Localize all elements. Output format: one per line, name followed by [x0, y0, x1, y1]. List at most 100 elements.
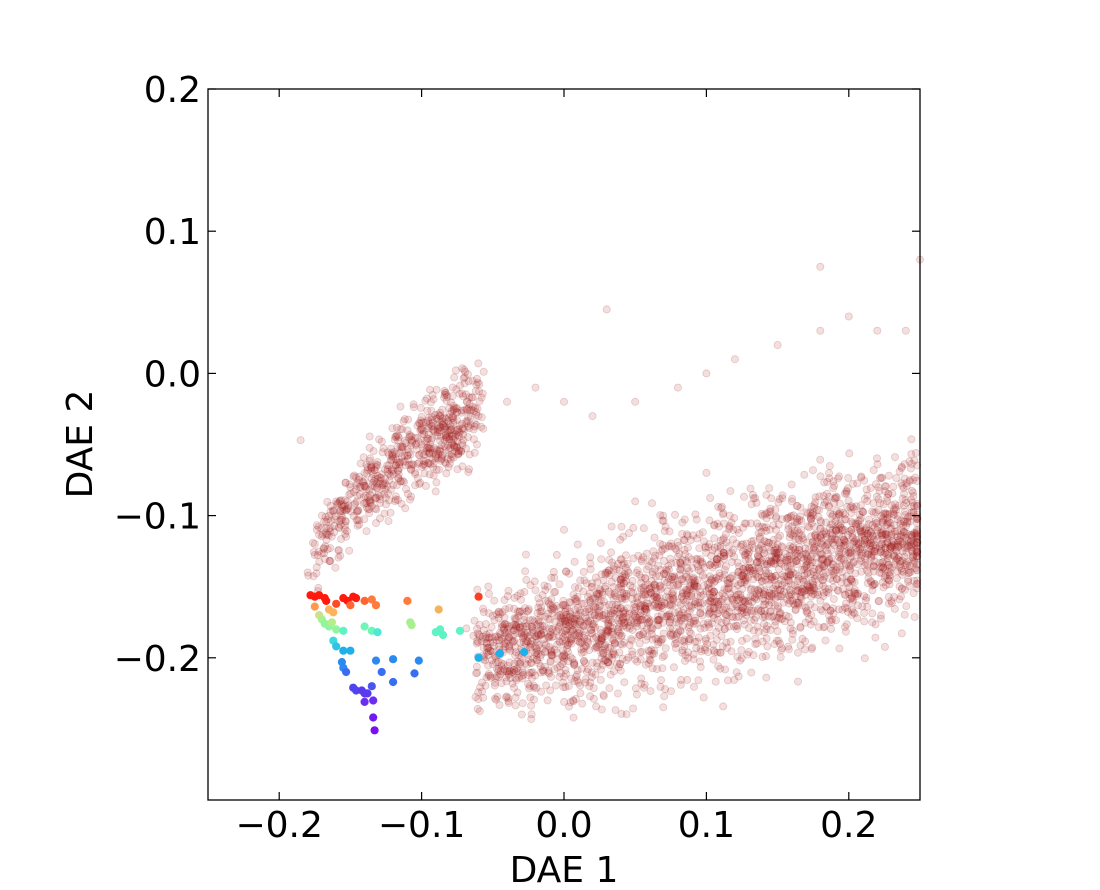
background-point	[578, 699, 587, 708]
background-point	[907, 435, 916, 444]
background-point	[709, 588, 718, 597]
background-point	[601, 568, 610, 577]
background-point	[747, 500, 756, 509]
background-point	[532, 621, 541, 630]
background-point	[707, 551, 716, 560]
background-point	[597, 705, 606, 714]
background-point	[717, 618, 726, 627]
background-point	[679, 614, 688, 623]
background-point	[362, 460, 371, 469]
background-point	[486, 673, 495, 682]
background-point	[845, 588, 854, 597]
background-point	[909, 589, 918, 598]
background-point	[312, 569, 321, 578]
background-point	[770, 547, 779, 556]
background-point	[617, 585, 626, 594]
background-point	[586, 559, 595, 568]
background-point	[673, 581, 682, 590]
background-point	[754, 544, 763, 553]
background-point	[761, 597, 770, 606]
background-point	[805, 556, 814, 565]
background-point	[887, 501, 896, 510]
background-point	[317, 511, 326, 520]
background-point	[321, 528, 330, 537]
background-point	[322, 536, 331, 545]
background-point	[652, 572, 661, 581]
background-point	[565, 569, 574, 578]
background-point	[896, 519, 905, 528]
background-point	[758, 576, 767, 585]
background-point	[491, 633, 500, 642]
background-point	[602, 305, 611, 314]
background-point	[676, 627, 685, 636]
background-point	[775, 610, 784, 619]
background-point	[802, 549, 811, 558]
background-point	[425, 444, 434, 453]
y-tick-label: 0.2	[144, 70, 201, 111]
background-point	[738, 540, 747, 549]
background-point	[909, 539, 918, 548]
background-point	[636, 648, 645, 657]
background-point	[658, 516, 667, 525]
background-point	[747, 609, 756, 618]
background-point	[389, 454, 398, 463]
background-point	[555, 580, 564, 589]
background-point	[459, 406, 468, 415]
background-point	[620, 678, 629, 687]
background-point	[365, 432, 374, 441]
background-point	[437, 440, 446, 449]
background-point	[513, 591, 522, 600]
background-point	[913, 538, 922, 547]
background-point	[870, 557, 879, 566]
background-point	[448, 383, 457, 392]
background-point	[666, 600, 675, 609]
background-point	[687, 590, 696, 599]
background-point	[373, 461, 382, 470]
background-point	[589, 634, 598, 643]
background-point	[433, 454, 442, 463]
background-point	[876, 614, 885, 623]
background-point	[772, 552, 781, 561]
background-point	[837, 554, 846, 563]
background-point	[591, 603, 600, 612]
background-point	[513, 607, 522, 616]
background-point	[403, 445, 412, 454]
background-point	[807, 586, 816, 595]
x-tick-label: −0.1	[378, 805, 465, 846]
background-point	[611, 706, 620, 715]
background-point	[596, 625, 605, 634]
background-point	[337, 515, 346, 524]
background-point	[894, 542, 903, 551]
background-point	[892, 474, 901, 483]
background-point	[502, 677, 511, 686]
background-point	[608, 635, 617, 644]
background-point	[313, 551, 322, 560]
background-point	[911, 531, 920, 540]
background-point	[362, 527, 371, 536]
background-point	[854, 546, 863, 555]
background-point	[691, 597, 700, 606]
background-point	[825, 556, 834, 565]
background-point	[819, 491, 828, 500]
background-point	[472, 420, 481, 429]
highlight-point	[360, 622, 369, 631]
background-point	[909, 492, 918, 501]
background-point	[589, 602, 598, 611]
background-point	[472, 669, 481, 678]
background-point	[643, 614, 652, 623]
highlight-point	[438, 630, 448, 640]
background-point	[378, 483, 387, 492]
highlight-point	[369, 696, 378, 705]
background-point	[312, 521, 321, 530]
background-point	[889, 482, 898, 491]
background-point	[745, 563, 754, 572]
background-point	[394, 433, 403, 442]
background-point	[435, 428, 444, 437]
background-point	[598, 588, 607, 597]
background-point	[486, 647, 495, 656]
background-point	[513, 688, 522, 697]
background-point	[699, 693, 708, 702]
background-point	[732, 613, 741, 622]
background-point	[693, 582, 702, 591]
background-point	[526, 693, 535, 702]
